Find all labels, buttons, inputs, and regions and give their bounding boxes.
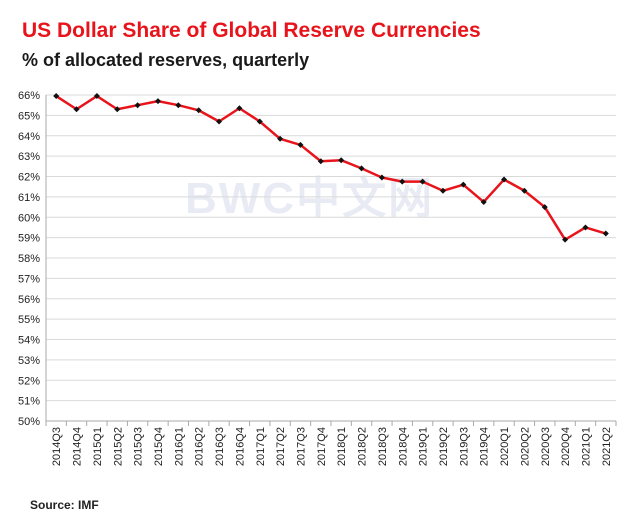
data-point <box>73 106 80 113</box>
x-tick-label: 2021Q2 <box>601 427 613 466</box>
x-tick-label: 2019Q2 <box>438 427 450 466</box>
data-point <box>338 157 345 164</box>
y-axis-ticks: 50% 51% 52% 53% 54% 55% 56% 57% 58% 59% 60% 61% 62% 6… <box>18 90 40 428</box>
chart-title: US Dollar Share of Global Reserve Curren… <box>22 19 481 42</box>
x-tick-label: 2018Q2 <box>357 427 369 466</box>
y-tick-label: 58% <box>18 253 40 265</box>
y-tick-label: 66% <box>18 90 40 102</box>
y-tick-label: 62% <box>18 172 40 184</box>
data-point <box>277 135 284 142</box>
y-tick-label: 64% <box>18 131 40 143</box>
data-point <box>297 141 304 148</box>
x-axis-ticks: 2014Q3 2014Q4 2015Q1 2015Q2 2015Q3 2015Q4 2016… <box>45 421 617 466</box>
x-tick-label: 2020Q3 <box>540 427 552 466</box>
y-tick-label: 63% <box>18 151 40 163</box>
data-point <box>541 204 548 211</box>
data-point <box>256 118 263 125</box>
data-point <box>236 105 243 112</box>
watermark: BWC中文网 <box>185 174 435 223</box>
x-tick-label: 2015Q2 <box>112 427 124 466</box>
data-point <box>602 230 609 237</box>
data-point <box>175 102 182 109</box>
data-point <box>317 158 324 165</box>
data-point <box>378 174 385 181</box>
data-point <box>154 98 161 105</box>
x-tick-label: 2019Q3 <box>458 427 470 466</box>
x-tick-label: 2017Q4 <box>316 427 328 466</box>
data-point <box>582 224 589 231</box>
data-point <box>501 176 508 183</box>
data-point <box>562 236 569 243</box>
y-tick-label: 57% <box>18 273 40 285</box>
x-tick-label: 2016Q1 <box>173 427 185 466</box>
x-tick-label: 2018Q4 <box>397 427 409 466</box>
y-tick-label: 65% <box>18 110 40 122</box>
data-point <box>195 107 202 114</box>
x-tick-label: 2016Q4 <box>234 427 246 466</box>
x-tick-label: 2015Q1 <box>92 427 104 466</box>
data-point <box>216 118 223 125</box>
chart-subtitle: % of allocated reserves, quarterly <box>22 50 310 70</box>
x-tick-label: 2020Q4 <box>560 427 572 466</box>
x-tick-label: 2020Q2 <box>519 427 531 466</box>
y-tick-label: 55% <box>18 314 40 326</box>
gridlines <box>45 94 616 422</box>
data-point <box>521 187 528 194</box>
x-tick-label: 2019Q4 <box>479 427 491 466</box>
data-point <box>439 187 446 194</box>
y-tick-label: 59% <box>18 233 40 245</box>
y-tick-label: 60% <box>18 212 40 224</box>
y-tick-label: 51% <box>18 396 40 408</box>
x-tick-label: 2020Q1 <box>499 427 511 466</box>
x-tick-label: 2017Q3 <box>295 427 307 466</box>
x-tick-label: 2017Q2 <box>275 427 287 466</box>
data-point <box>460 181 467 188</box>
x-tick-label: 2016Q3 <box>214 427 226 466</box>
y-tick-label: 61% <box>18 192 40 204</box>
data-point <box>419 178 426 185</box>
x-tick-label: 2018Q3 <box>377 427 389 466</box>
data-point <box>93 93 100 100</box>
y-tick-label: 52% <box>18 375 40 387</box>
source-note: Source: IMF <box>30 498 99 512</box>
data-point <box>114 106 121 113</box>
series-group <box>53 93 609 243</box>
x-tick-label: 2014Q3 <box>51 427 63 466</box>
x-tick-label: 2015Q4 <box>153 427 165 466</box>
data-point <box>134 102 141 109</box>
x-tick-label: 2021Q1 <box>580 427 592 466</box>
data-point <box>358 165 365 172</box>
x-tick-label: 2014Q4 <box>72 427 84 466</box>
y-tick-label: 53% <box>18 355 40 367</box>
data-point <box>53 93 60 100</box>
x-tick-label: 2016Q2 <box>194 427 206 466</box>
series-line <box>55 94 607 241</box>
x-tick-label: 2019Q1 <box>418 427 430 466</box>
data-point <box>480 198 487 205</box>
data-point <box>399 178 406 185</box>
y-tick-label: 56% <box>18 294 40 306</box>
y-tick-label: 50% <box>18 416 40 428</box>
x-tick-label: 2015Q3 <box>133 427 145 466</box>
x-tick-label: 2017Q1 <box>255 427 267 466</box>
y-tick-label: 54% <box>18 335 40 347</box>
x-tick-label: 2018Q1 <box>336 427 348 466</box>
